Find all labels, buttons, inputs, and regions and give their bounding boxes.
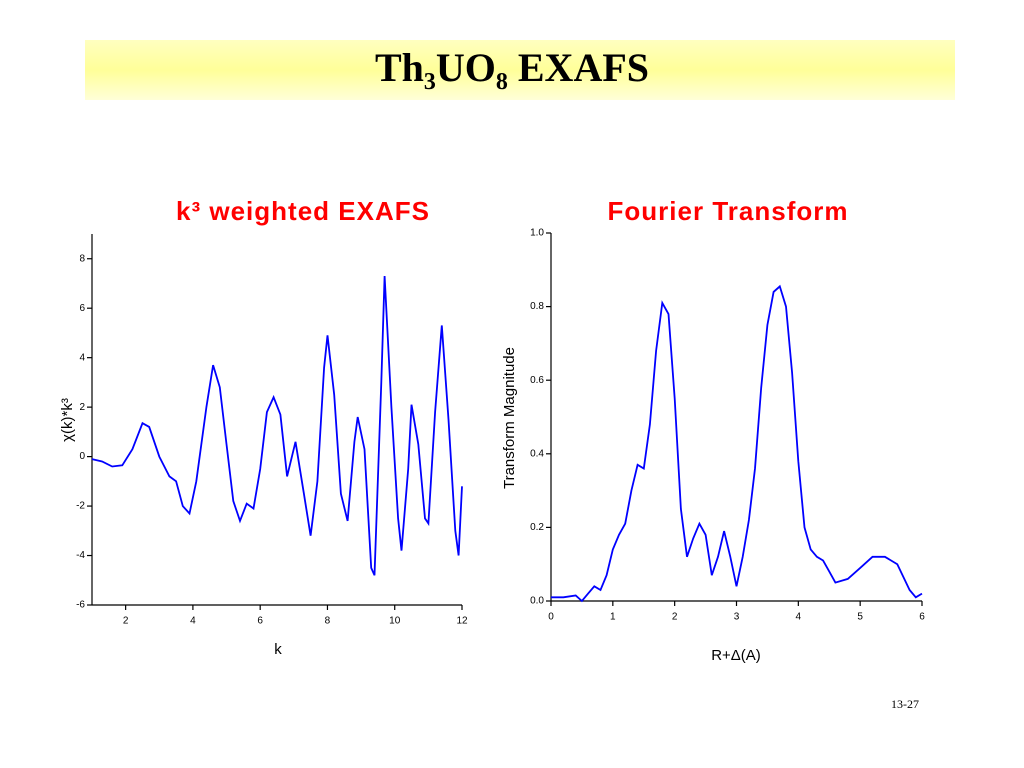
data-line: [91, 275, 463, 576]
y-tick-label: 0.6: [530, 375, 544, 386]
y-tick-label: -4: [76, 550, 85, 561]
y-tick-label: 0.8: [530, 301, 544, 312]
y-tick-label: 0: [79, 451, 85, 462]
x-tick-label: 2: [123, 616, 129, 627]
title-band: [85, 40, 955, 100]
page-number: 13-27: [891, 697, 919, 711]
x-tick-label: 3: [734, 612, 740, 623]
x-tick-label: 1: [610, 612, 616, 623]
x-tick-label: 5: [857, 612, 863, 623]
x-tick-label: 0: [548, 612, 554, 623]
y-tick-label: 0.2: [530, 522, 544, 533]
x-tick-label: 8: [325, 616, 331, 627]
x-tick-label: 6: [257, 616, 263, 627]
x-axis-label: R+Δ(A): [711, 647, 761, 664]
y-axis-label: Transform Magnitude: [501, 347, 518, 489]
x-axis-label: k: [274, 641, 282, 658]
y-tick-label: -2: [76, 501, 85, 512]
y-tick-label: 0.4: [530, 448, 544, 459]
x-tick-label: 4: [190, 616, 196, 627]
y-tick-label: 0.0: [530, 596, 544, 607]
x-tick-label: 12: [456, 616, 468, 627]
y-tick-label: 2: [79, 402, 85, 413]
y-tick-label: -6: [76, 600, 85, 611]
y-axis-label: χ(k)*k³: [59, 398, 76, 442]
x-tick-label: 2: [672, 612, 678, 623]
y-tick-label: 4: [79, 352, 85, 363]
y-tick-label: 1.0: [530, 228, 544, 239]
x-tick-label: 10: [389, 616, 401, 627]
slide-title: Th₃UO₈ EXAFS: [375, 45, 649, 90]
y-tick-label: 8: [79, 253, 85, 264]
y-tick-label: 6: [79, 303, 85, 314]
chart-title: k³ weighted EXAFS: [176, 196, 430, 226]
x-tick-label: 4: [796, 612, 802, 623]
chart-title: Fourier Transform: [608, 196, 849, 226]
data-line: [551, 284, 923, 603]
x-tick-label: 6: [919, 612, 925, 623]
